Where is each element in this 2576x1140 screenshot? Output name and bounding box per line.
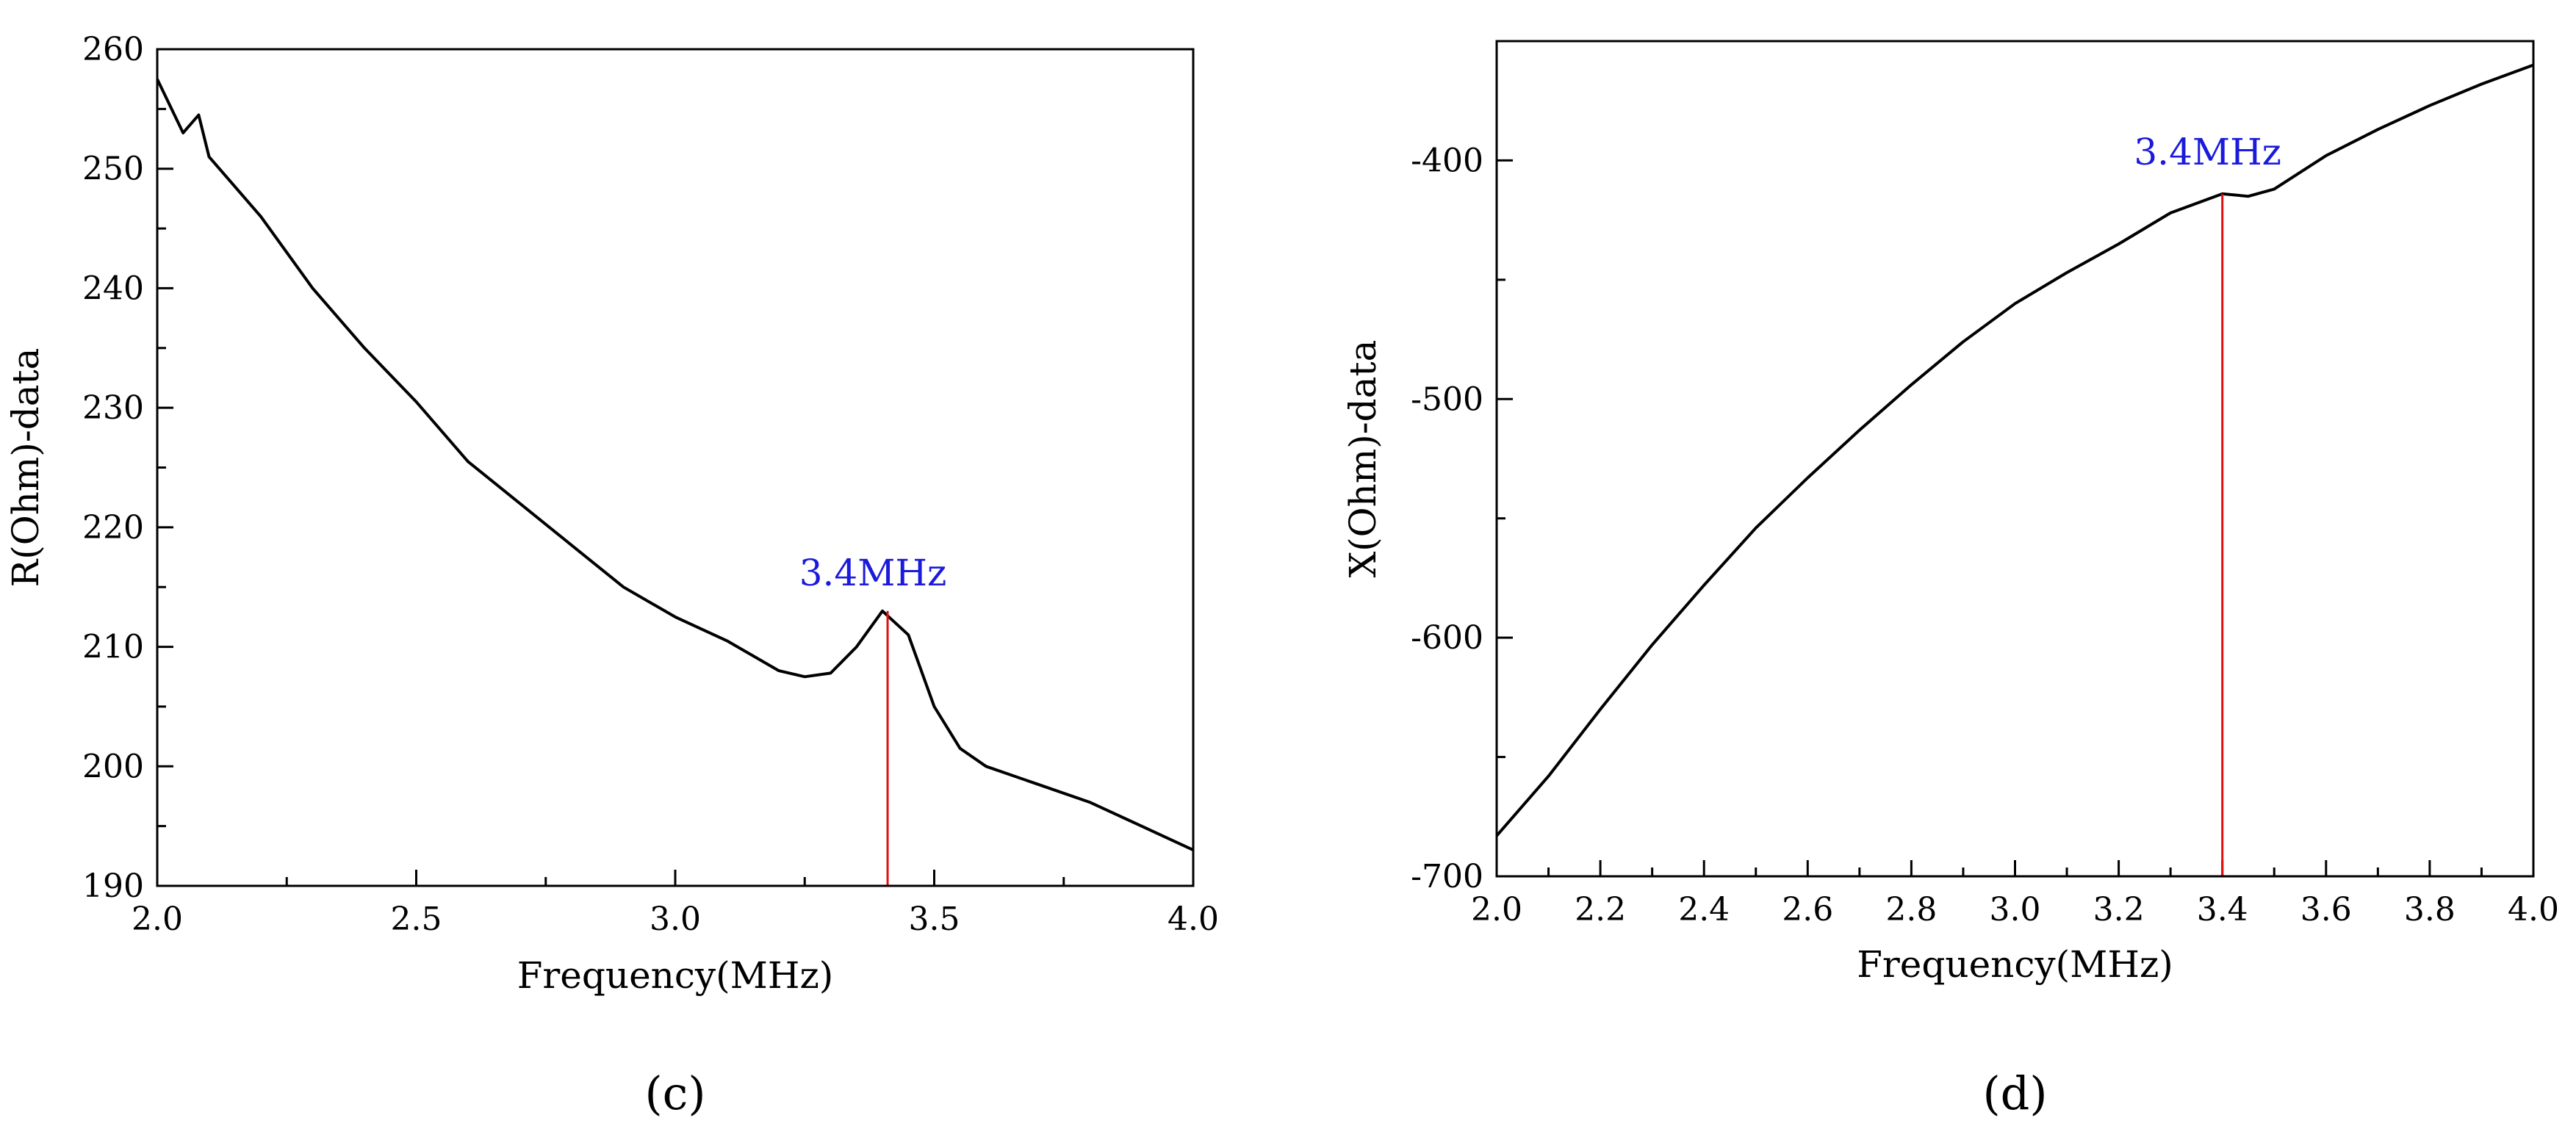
y-tick-label: -700 — [1411, 858, 1483, 895]
plot-frame-d — [1495, 40, 2535, 878]
x-tick-label: 2.0 — [132, 901, 183, 938]
series-line-R — [156, 78, 1194, 852]
y-axis-label-c: R(Ohm)-data — [4, 348, 47, 588]
y-tick-label: 240 — [82, 270, 144, 307]
chart-d: 2.0 2.2 2.4 2.6 2.8 3.0 3.2 3.4 3.6 3.8 4.0 -700 -6… — [1342, 40, 2559, 1120]
x-tick-label: 3.8 — [2404, 891, 2456, 928]
series-line-X — [1495, 63, 2534, 837]
x-tick-label: 4.0 — [1168, 901, 1219, 938]
y-tick-label: 230 — [82, 389, 144, 427]
annotation-label-c: 3.4MHz — [799, 552, 947, 594]
x-tick-label: 2.8 — [1885, 891, 1937, 928]
y-tick-label: 210 — [82, 629, 144, 666]
y-tick-label: -600 — [1411, 619, 1483, 657]
y-tick-label: 220 — [82, 509, 144, 546]
y-tick-label: 260 — [82, 31, 144, 68]
y-tick-label: 190 — [82, 867, 144, 905]
x-axis-label-c: Frequency(MHz) — [517, 954, 834, 997]
x-tick-label: 3.6 — [2300, 891, 2352, 928]
x-tick-label: 2.5 — [391, 901, 442, 938]
panel-label-d: (d) — [1982, 1067, 2047, 1120]
x-tick-label: 3.0 — [650, 901, 701, 938]
x-tick-label: 2.6 — [1782, 891, 1833, 928]
chart-c: 2.0 2.5 3.0 3.5 4.0 190 200 210 220 230 240 250 260… — [4, 31, 1219, 1120]
x-axis-label-d: Frequency(MHz) — [1857, 943, 2173, 986]
y-tick-label: -500 — [1411, 380, 1483, 418]
x-tick-label: 3.2 — [2093, 891, 2145, 928]
y-axis-label-d: X(Ohm)-data — [1342, 340, 1384, 578]
x-tick-label: 3.0 — [1990, 891, 2041, 928]
x-tick-label: 3.4 — [2197, 891, 2248, 928]
x-tick-label: 2.0 — [1471, 891, 1522, 928]
y-tick-label: -400 — [1411, 142, 1483, 179]
x-tick-label: 2.4 — [1678, 891, 1730, 928]
plot-frame-c — [156, 48, 1195, 887]
x-tick-label: 2.2 — [1575, 891, 1626, 928]
y-tick-label: 250 — [82, 151, 144, 188]
y-tick-label: 200 — [82, 748, 144, 785]
x-tick-label: 4.0 — [2508, 891, 2559, 928]
annotation-label-d: 3.4MHz — [2134, 131, 2281, 173]
panel-label-c: (c) — [644, 1067, 705, 1120]
x-tick-label: 3.5 — [909, 901, 960, 938]
